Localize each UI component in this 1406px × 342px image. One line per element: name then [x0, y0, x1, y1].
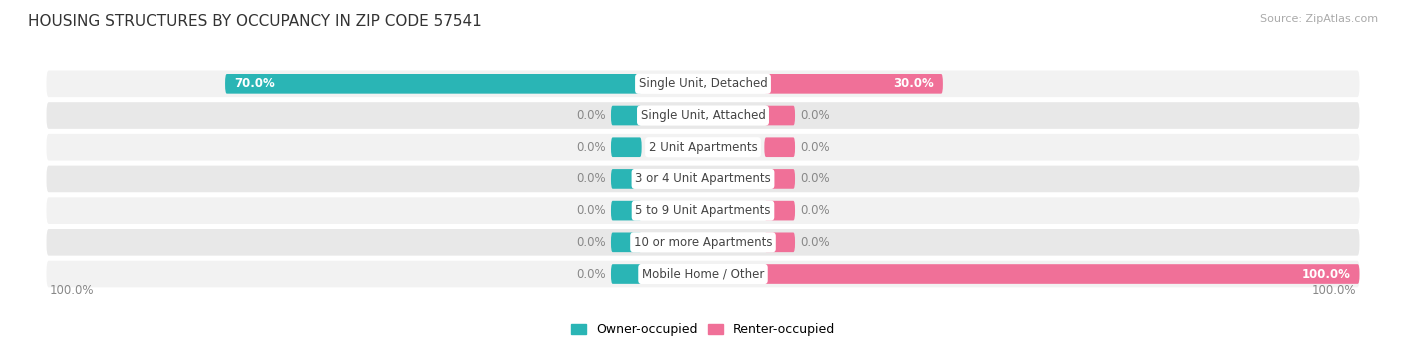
- Text: Single Unit, Attached: Single Unit, Attached: [641, 109, 765, 122]
- Text: 0.0%: 0.0%: [576, 204, 606, 217]
- FancyBboxPatch shape: [225, 74, 641, 94]
- Text: 3 or 4 Unit Apartments: 3 or 4 Unit Apartments: [636, 172, 770, 185]
- FancyBboxPatch shape: [765, 201, 794, 221]
- Text: HOUSING STRUCTURES BY OCCUPANCY IN ZIP CODE 57541: HOUSING STRUCTURES BY OCCUPANCY IN ZIP C…: [28, 14, 482, 29]
- FancyBboxPatch shape: [765, 137, 794, 157]
- FancyBboxPatch shape: [612, 233, 641, 252]
- FancyBboxPatch shape: [612, 264, 641, 284]
- Text: 0.0%: 0.0%: [576, 172, 606, 185]
- Text: 0.0%: 0.0%: [576, 267, 606, 280]
- FancyBboxPatch shape: [612, 169, 641, 189]
- Text: 30.0%: 30.0%: [893, 77, 934, 90]
- FancyBboxPatch shape: [765, 169, 794, 189]
- Text: 0.0%: 0.0%: [576, 236, 606, 249]
- Text: 10 or more Apartments: 10 or more Apartments: [634, 236, 772, 249]
- Text: 0.0%: 0.0%: [576, 141, 606, 154]
- Text: 5 to 9 Unit Apartments: 5 to 9 Unit Apartments: [636, 204, 770, 217]
- FancyBboxPatch shape: [612, 106, 641, 126]
- Text: 0.0%: 0.0%: [800, 172, 830, 185]
- FancyBboxPatch shape: [46, 70, 1360, 97]
- FancyBboxPatch shape: [612, 201, 641, 221]
- Legend: Owner-occupied, Renter-occupied: Owner-occupied, Renter-occupied: [567, 318, 839, 342]
- Text: 0.0%: 0.0%: [800, 204, 830, 217]
- FancyBboxPatch shape: [46, 102, 1360, 129]
- Text: Single Unit, Detached: Single Unit, Detached: [638, 77, 768, 90]
- FancyBboxPatch shape: [612, 137, 641, 157]
- Text: 100.0%: 100.0%: [1312, 284, 1357, 297]
- FancyBboxPatch shape: [765, 233, 794, 252]
- FancyBboxPatch shape: [765, 106, 794, 126]
- FancyBboxPatch shape: [46, 166, 1360, 192]
- Text: 0.0%: 0.0%: [576, 109, 606, 122]
- Text: 100.0%: 100.0%: [49, 284, 94, 297]
- Text: 2 Unit Apartments: 2 Unit Apartments: [648, 141, 758, 154]
- Text: 0.0%: 0.0%: [800, 236, 830, 249]
- FancyBboxPatch shape: [46, 229, 1360, 255]
- Text: 0.0%: 0.0%: [800, 109, 830, 122]
- FancyBboxPatch shape: [765, 264, 1360, 284]
- FancyBboxPatch shape: [46, 261, 1360, 287]
- Text: 70.0%: 70.0%: [235, 77, 276, 90]
- Text: 0.0%: 0.0%: [800, 141, 830, 154]
- Text: 100.0%: 100.0%: [1302, 267, 1350, 280]
- Text: Source: ZipAtlas.com: Source: ZipAtlas.com: [1260, 14, 1378, 24]
- Text: Mobile Home / Other: Mobile Home / Other: [641, 267, 765, 280]
- FancyBboxPatch shape: [46, 134, 1360, 160]
- FancyBboxPatch shape: [765, 74, 943, 94]
- FancyBboxPatch shape: [46, 197, 1360, 224]
